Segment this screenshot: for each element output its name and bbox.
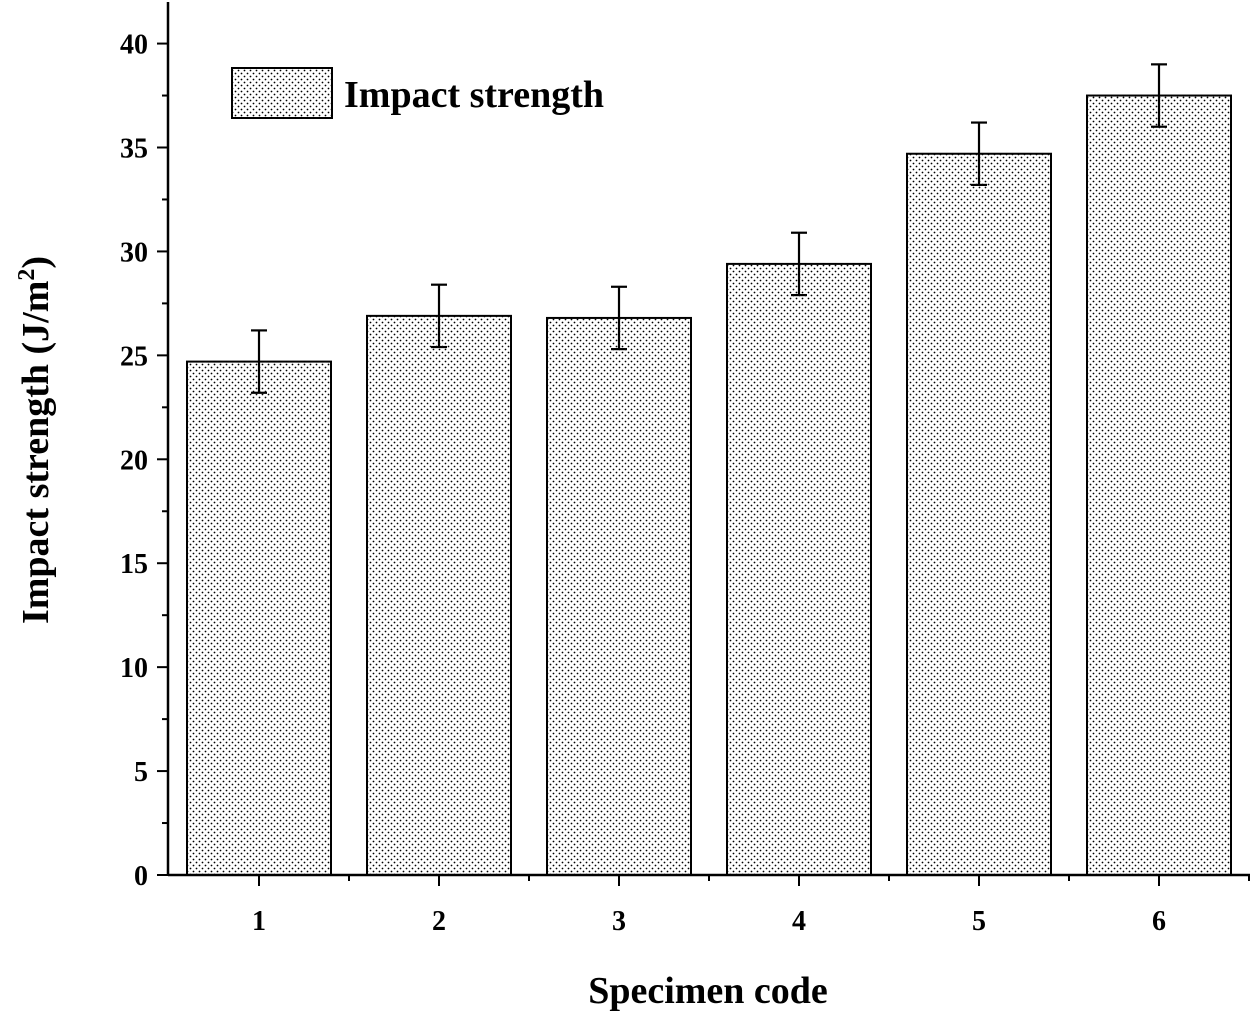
- bar-5: [906, 152, 1052, 876]
- x-tick-label-5: 5: [972, 906, 986, 937]
- x-tick-label-2: 2: [432, 906, 446, 937]
- bar-3: [546, 316, 692, 876]
- x-ticks-group: 1 2 3 4 5 6: [252, 875, 1250, 937]
- bars-group: [186, 94, 1232, 877]
- error-bar-1: [251, 329, 267, 394]
- y-tick-label-35: 35: [120, 134, 148, 165]
- error-bar-5: [971, 121, 987, 187]
- error-bar-2: [431, 283, 447, 349]
- x-tick-label-3: 3: [612, 906, 626, 937]
- error-bars-group: [251, 63, 1167, 394]
- y-tick-label-25: 25: [120, 341, 148, 372]
- bar-1: [186, 360, 332, 877]
- error-bar-6: [1151, 63, 1167, 128]
- y-ticks-group: 0 5 10 15 20 25 30 35 40: [120, 30, 168, 892]
- x-tick-label-1: 1: [252, 906, 266, 937]
- y-axis-title-close: ): [15, 256, 57, 269]
- legend-swatch: [231, 67, 333, 119]
- y-tick-label-5: 5: [134, 757, 148, 788]
- error-bar-4: [791, 231, 807, 297]
- y-axis-title-main: Impact strength (J/m: [15, 281, 57, 624]
- y-tick-label-15: 15: [120, 549, 148, 580]
- bar-2: [366, 314, 512, 877]
- error-bar-3: [611, 285, 627, 351]
- x-tick-label-4: 4: [792, 906, 806, 937]
- legend: Impact strength: [231, 67, 604, 119]
- y-tick-label-30: 30: [120, 237, 148, 268]
- bar-6: [1086, 94, 1232, 877]
- y-tick-label-40: 40: [120, 30, 148, 61]
- y-tick-label-20: 20: [120, 445, 148, 476]
- y-axis-title: Impact strength (J/m2): [14, 256, 57, 624]
- legend-label: Impact strength: [344, 74, 604, 116]
- x-axis-title: Specimen code: [588, 970, 828, 1012]
- bar-4: [726, 262, 872, 876]
- y-tick-label-0: 0: [134, 861, 148, 892]
- x-tick-label-6: 6: [1152, 906, 1166, 937]
- y-axis-title-superscript: 2: [14, 269, 40, 281]
- y-tick-label-10: 10: [120, 653, 148, 684]
